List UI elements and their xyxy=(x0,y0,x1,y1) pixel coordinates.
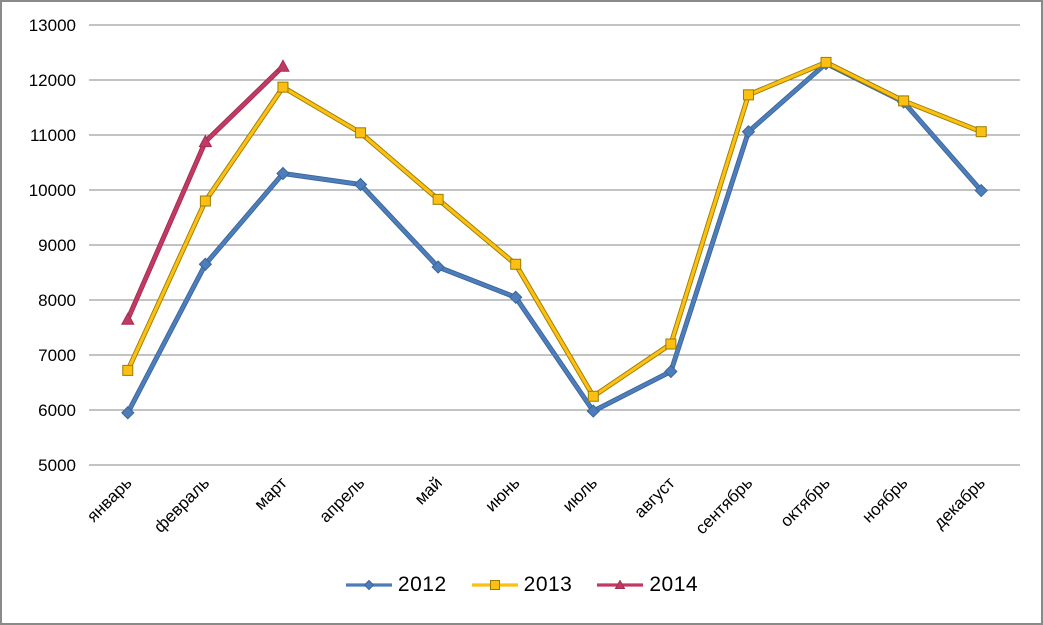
y-axis-label: 13000 xyxy=(29,16,76,35)
y-axis-label: 12000 xyxy=(29,71,76,90)
data-point-2012 xyxy=(974,183,988,198)
data-point-2013 xyxy=(665,338,677,350)
data-point-2013 xyxy=(277,81,289,93)
data-point-2013 xyxy=(199,195,211,207)
x-axis-label: июнь xyxy=(481,473,523,515)
chart-legend: 2012 2013 2014 xyxy=(2,574,1041,595)
series-line-edge-2013 xyxy=(125,59,984,399)
data-point-2013 xyxy=(587,390,599,402)
data-point-2013 xyxy=(820,56,832,68)
y-axis-label: 9000 xyxy=(38,236,76,255)
x-axis-label: ноябрь xyxy=(858,473,911,526)
data-point-2012 xyxy=(198,257,213,271)
data-point-2013 xyxy=(510,258,522,270)
y-axis-label: 8000 xyxy=(38,291,76,310)
legend-item-2012: 2012 xyxy=(345,574,447,595)
y-axis-label: 5000 xyxy=(38,456,76,475)
series-line-2012 xyxy=(126,61,983,415)
data-point-2012 xyxy=(121,406,135,420)
series-line-2013 xyxy=(126,60,983,398)
legend-label: 2012 xyxy=(397,573,447,596)
data-point-2013 xyxy=(355,127,367,139)
legend-line-diamond-icon xyxy=(345,579,392,590)
data-point-2013 xyxy=(975,126,987,138)
data-point-2013 xyxy=(432,193,444,205)
x-axis-label: август xyxy=(630,473,678,521)
legend-line-square-icon xyxy=(471,579,518,590)
legend-label: 2014 xyxy=(649,573,699,596)
y-axis-label: 10000 xyxy=(29,181,76,200)
y-axis-label: 6000 xyxy=(38,401,76,420)
legend-line-triangle-icon xyxy=(597,578,644,589)
x-axis-label: январь xyxy=(83,473,136,526)
legend-item-2013: 2013 xyxy=(471,574,573,595)
data-point-2013 xyxy=(742,89,754,101)
legend-label: 2013 xyxy=(523,573,573,596)
x-axis-label: октябрь xyxy=(777,473,834,530)
series-line-edge-2014 xyxy=(125,63,286,322)
x-axis-label: сентябрь xyxy=(692,473,757,538)
data-point-2013 xyxy=(122,364,134,376)
data-point-2012 xyxy=(509,290,523,304)
x-axis-label: май xyxy=(411,473,446,508)
data-point-2012 xyxy=(741,124,756,139)
data-point-2014 xyxy=(120,312,135,325)
series-line-edge-2012 xyxy=(125,61,984,416)
y-axis-label: 11000 xyxy=(30,126,76,145)
data-point-2012 xyxy=(353,177,368,192)
data-point-2012 xyxy=(431,260,445,274)
data-point-2014 xyxy=(198,134,213,148)
x-axis-label: апрель xyxy=(315,473,368,526)
data-point-2012 xyxy=(664,364,678,379)
data-point-2014 xyxy=(276,59,290,72)
data-point-2012 xyxy=(276,166,290,181)
x-axis-label: февраль xyxy=(150,473,213,536)
data-point-2012 xyxy=(586,404,600,418)
x-axis-label: март xyxy=(250,473,290,513)
data-point-2013 xyxy=(898,95,910,107)
x-axis-label: декабрь xyxy=(930,473,989,532)
series-line-2014 xyxy=(126,64,285,321)
legend-item-2014: 2014 xyxy=(596,574,698,595)
y-axis-label: 7000 xyxy=(38,346,76,365)
x-axis-label: июль xyxy=(559,473,601,515)
